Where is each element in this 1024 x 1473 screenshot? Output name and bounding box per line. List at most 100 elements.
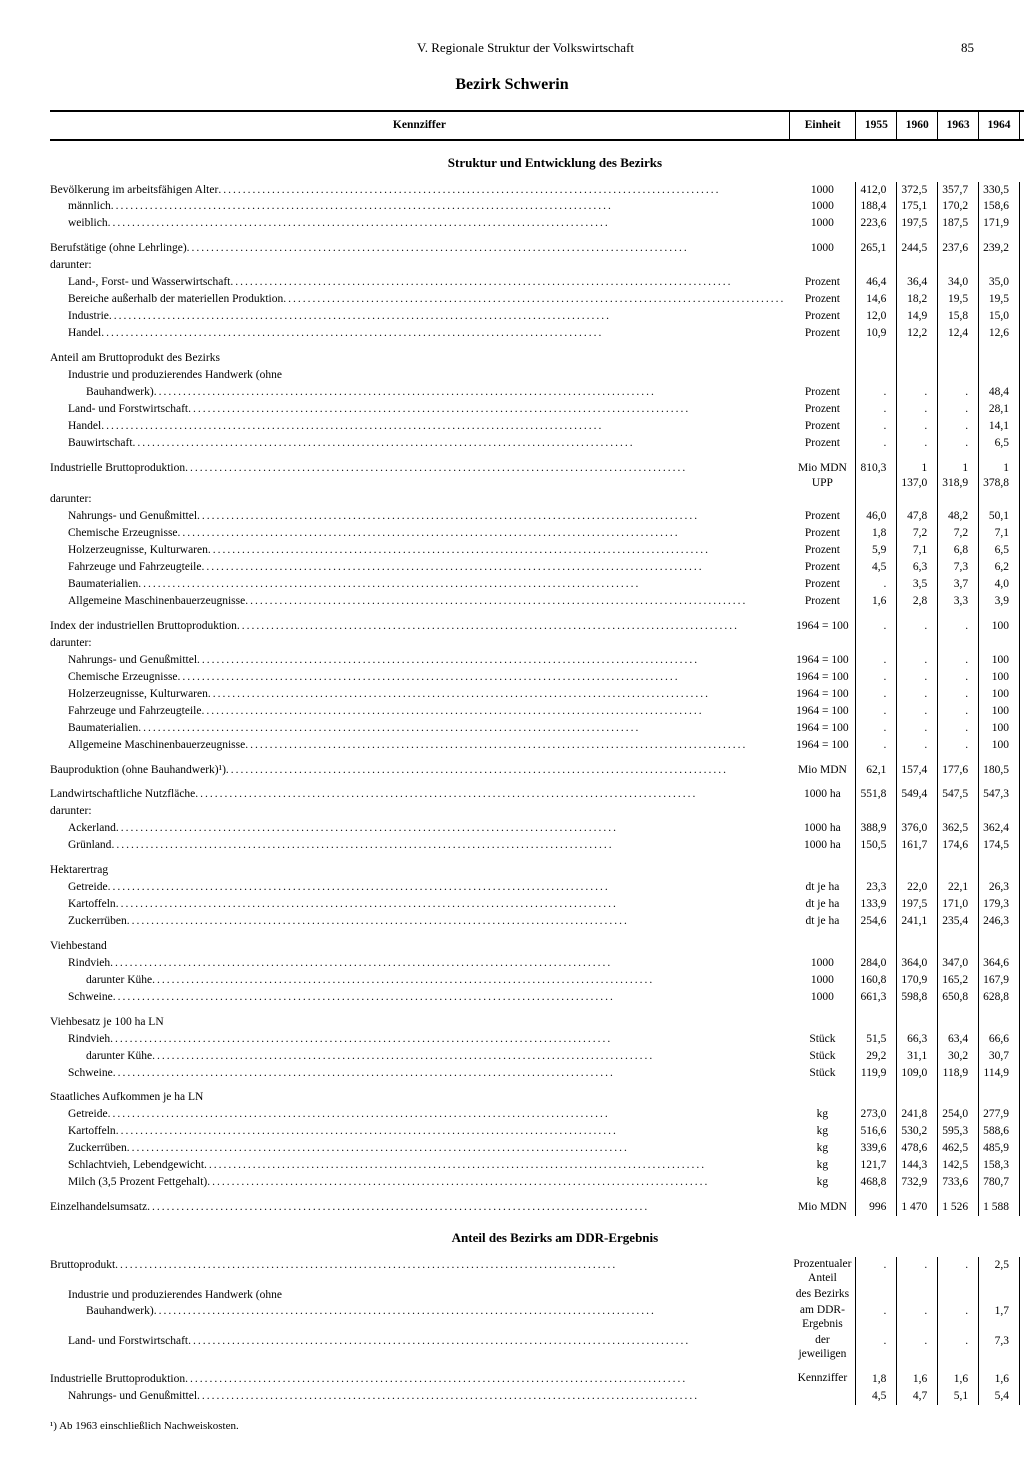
col-year-4: 1965 bbox=[1019, 111, 1024, 140]
row-value: 22,1 bbox=[938, 879, 979, 896]
table-row bbox=[50, 232, 1024, 240]
row-value: . bbox=[897, 1303, 938, 1333]
row-unit bbox=[789, 350, 856, 367]
row-value: 1,6 bbox=[856, 593, 897, 610]
table-row: HandelProzent10,912,212,412,612,8 bbox=[50, 325, 1024, 342]
table-row: Bevölkerung im arbeitsfähigen Alter10004… bbox=[50, 182, 1024, 199]
row-value: 165,2 bbox=[938, 972, 979, 989]
row-label: Bauhandwerk) bbox=[50, 1303, 789, 1333]
row-unit: 1000 bbox=[789, 198, 856, 215]
table-row: männlich1000188,4175,1170,2158,6158,9 bbox=[50, 198, 1024, 215]
row-value: . bbox=[856, 737, 897, 754]
row-value bbox=[897, 491, 938, 508]
row-value: 6,9 bbox=[1019, 525, 1024, 542]
row-value: 376,0 bbox=[897, 820, 938, 837]
table-row bbox=[50, 1006, 1024, 1014]
row-label: Getreide bbox=[50, 879, 789, 896]
row-label: Bauhandwerk) bbox=[50, 384, 789, 401]
row-value: 144,3 bbox=[897, 1157, 938, 1174]
row-value: 62,1 bbox=[856, 762, 897, 779]
row-value bbox=[856, 635, 897, 652]
row-value bbox=[979, 862, 1020, 879]
row-value bbox=[979, 938, 1020, 955]
row-value: 12,2 bbox=[897, 325, 938, 342]
row-label: männlich bbox=[50, 198, 789, 215]
row-value bbox=[1019, 257, 1024, 274]
row-value: 5,4 bbox=[979, 1388, 1020, 1405]
table-row bbox=[50, 754, 1024, 762]
row-value bbox=[856, 350, 897, 367]
row-label: Allgemeine Maschinenbauerzeugnisse bbox=[50, 593, 789, 610]
row-value: 254,6 bbox=[856, 913, 897, 930]
table-row: Zuckerrübenkg339,6478,6462,5485,9367,1 bbox=[50, 1140, 1024, 1157]
row-value bbox=[897, 635, 938, 652]
row-label: Ackerland bbox=[50, 820, 789, 837]
row-value: . bbox=[938, 669, 979, 686]
row-value: 177,6 bbox=[938, 762, 979, 779]
row-value: 185,1 bbox=[1019, 1157, 1024, 1174]
row-value: 30,7 bbox=[979, 1048, 1020, 1065]
row-value: 15,5 bbox=[1019, 308, 1024, 325]
row-value: 733,6 bbox=[938, 1174, 979, 1191]
table-row: Zuckerrübendt je ha254,6241,1235,4246,31… bbox=[50, 913, 1024, 930]
row-value: 2,8 bbox=[897, 593, 938, 610]
table-row: EinzelhandelsumsatzMio MDN9961 4701 5261… bbox=[50, 1199, 1024, 1216]
row-value: 239,2 bbox=[979, 240, 1020, 257]
row-value bbox=[979, 367, 1020, 384]
row-value: . bbox=[856, 1257, 897, 1287]
row-value: 160,8 bbox=[856, 972, 897, 989]
row-value: 170,2 bbox=[938, 198, 979, 215]
row-value: 12,8 bbox=[1019, 325, 1024, 342]
row-label: Hektarertrag bbox=[50, 862, 789, 879]
row-value: 46,0 bbox=[856, 508, 897, 525]
row-value: 1 673 bbox=[1019, 1199, 1024, 1216]
row-label: Schweine bbox=[50, 989, 789, 1006]
row-value: 133,9 bbox=[856, 896, 897, 913]
row-value bbox=[897, 1287, 938, 1304]
row-label: Landwirtschaftliche Nutzfläche bbox=[50, 786, 789, 803]
row-value: 100 bbox=[979, 737, 1020, 754]
row-value: . bbox=[897, 618, 938, 635]
row-unit: dt je ha bbox=[789, 896, 856, 913]
row-value: 118,9 bbox=[938, 1065, 979, 1082]
table-row: Nahrungs- und GenußmittelProzent46,047,8… bbox=[50, 508, 1024, 525]
row-label: Allgemeine Maschinenbauerzeugnisse bbox=[50, 737, 789, 754]
row-value bbox=[897, 862, 938, 879]
row-value: 650,8 bbox=[938, 989, 979, 1006]
row-unit: Prozent bbox=[789, 308, 856, 325]
row-value: 161,7 bbox=[897, 837, 938, 854]
row-value: 6,8 bbox=[938, 542, 979, 559]
row-value bbox=[856, 491, 897, 508]
row-value: . bbox=[897, 435, 938, 452]
row-value bbox=[979, 491, 1020, 508]
row-value: 7,3 bbox=[979, 1333, 1020, 1363]
row-unit: kg bbox=[789, 1140, 856, 1157]
row-unit: Stück bbox=[789, 1031, 856, 1048]
row-value: . bbox=[856, 669, 897, 686]
row-value bbox=[1019, 491, 1024, 508]
row-value: 29,2 bbox=[856, 1048, 897, 1065]
row-value bbox=[856, 1014, 897, 1031]
table-row: darunter: bbox=[50, 803, 1024, 820]
row-unit: am DDR-Ergebnis bbox=[789, 1303, 856, 1333]
row-unit: 1000 bbox=[789, 215, 856, 232]
row-value: . bbox=[1019, 1303, 1024, 1333]
table-row: Baumaterialien1964 = 100...100118,7 bbox=[50, 720, 1024, 737]
table-row: darunter: bbox=[50, 491, 1024, 508]
row-value: 188,4 bbox=[856, 198, 897, 215]
row-unit: kg bbox=[789, 1174, 856, 1191]
row-value: 14,6 bbox=[856, 291, 897, 308]
row-value: . bbox=[897, 1257, 938, 1287]
row-value: . bbox=[897, 1333, 938, 1363]
row-value: 18,2 bbox=[897, 291, 938, 308]
row-value: 364,0 bbox=[897, 955, 938, 972]
row-value: . bbox=[856, 618, 897, 635]
row-value: 119,9 bbox=[856, 1065, 897, 1082]
row-value: 158,3 bbox=[979, 1157, 1020, 1174]
row-label: Index der industriellen Bruttoproduktion bbox=[50, 618, 789, 635]
row-label: Bauproduktion (ohne Bauhandwerk)¹) bbox=[50, 762, 789, 779]
row-value: 10,9 bbox=[856, 325, 897, 342]
row-value: 6,5 bbox=[979, 435, 1020, 452]
row-unit: dt je ha bbox=[789, 879, 856, 896]
table-row: Viehbesatz je 100 ha LN bbox=[50, 1014, 1024, 1031]
